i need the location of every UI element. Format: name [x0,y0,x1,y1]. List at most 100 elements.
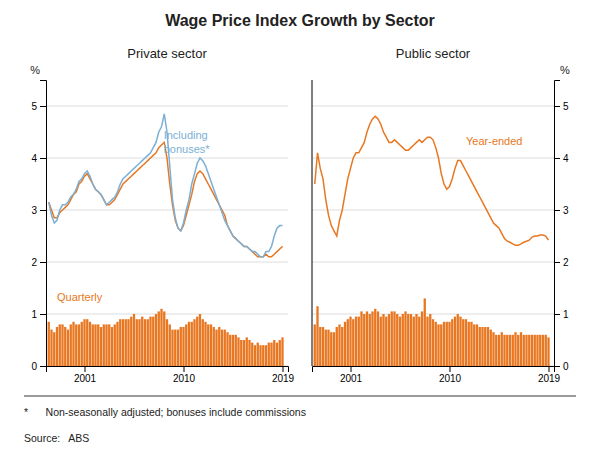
bar [67,330,69,366]
footnote: * Non-seasonally adjusted; bonuses inclu… [24,406,306,418]
bar [413,317,415,366]
grid-line [312,210,554,211]
bar [393,311,395,366]
bar [254,345,256,366]
bar [226,332,228,366]
tick: 3 [554,205,569,216]
bar [448,322,450,366]
tick: 0 [31,361,46,372]
bar [251,343,253,366]
tick: 4 [31,153,46,164]
bar [100,327,102,366]
bar [235,335,237,366]
tick-label: 3 [563,205,569,216]
bar [122,319,124,366]
bar [325,330,327,366]
bar [50,330,52,366]
bar [338,324,340,366]
bar [136,319,138,366]
bar [257,343,259,366]
tick-label: 2001 [340,373,363,384]
bar [224,330,226,366]
tick: 2019 [272,366,295,384]
bar [490,330,492,366]
tick-label: 2019 [272,373,295,384]
x-axis: 200120102019 [47,366,295,384]
bar [246,337,248,366]
tick-mark [85,366,86,372]
bar [435,322,437,366]
tick-label: 5 [31,101,37,112]
chart: Wage Price Index Growth by Sector2001201… [0,0,600,462]
bar [259,345,261,366]
panel-title: Private sector [127,46,207,61]
bar [207,324,209,366]
tick: 3 [31,205,46,216]
tick-label: 5 [563,101,569,112]
tick: 2001 [340,366,363,384]
bar [440,324,442,366]
bar [70,324,72,366]
y-axis-label: % [30,64,40,76]
tick-mark [184,366,185,372]
frame-line [312,80,313,366]
bar [188,322,190,366]
x-axis: 200120102019 [313,366,561,384]
bar [484,327,486,366]
tick-label: 2010 [173,373,196,384]
bar [415,314,417,366]
bar [174,330,176,366]
tick-label: 4 [31,153,37,164]
bar [509,335,511,366]
tick: 2010 [439,366,462,384]
bar [451,319,453,366]
panel: 200120102019012345Public sector%Year-end… [312,46,570,384]
tick-mark [283,366,284,372]
grid [312,106,554,366]
title: Wage Price Index Growth by Sector [165,12,435,29]
bar [166,319,168,366]
bar [446,322,448,366]
line [315,116,549,245]
tick-mark [351,366,352,372]
bar [363,314,365,366]
bar [193,319,195,366]
bar [59,324,61,366]
bar [512,335,514,366]
line [49,142,283,256]
bar [498,335,500,366]
bar [369,314,371,366]
tick: 2 [31,257,46,268]
bar [391,311,393,366]
bar [130,317,132,366]
bar [330,332,332,366]
grid-line [46,262,288,263]
grid-line [312,314,554,315]
tick: 5 [31,101,46,112]
bar [377,311,379,366]
bar [517,335,519,366]
tick-label: 2 [31,257,37,268]
bar [147,319,149,366]
tick-label: 4 [563,153,569,164]
tick-mark [549,366,550,372]
bar [349,317,351,366]
bar [341,327,343,366]
bar [322,327,324,366]
bar [185,324,187,366]
bar [399,317,401,366]
bar [476,324,478,366]
bar [360,311,362,366]
bar [243,340,245,366]
bar [539,335,541,366]
bar [248,340,250,366]
tick-label: 1 [31,309,37,320]
bar [487,327,489,366]
bar [426,317,428,366]
bar [265,345,267,366]
bar [276,343,278,366]
bar [213,327,215,366]
y-axis: 0 1 2 3 4 5 [31,81,46,372]
tick: 1 [31,309,46,320]
bar [97,324,99,366]
